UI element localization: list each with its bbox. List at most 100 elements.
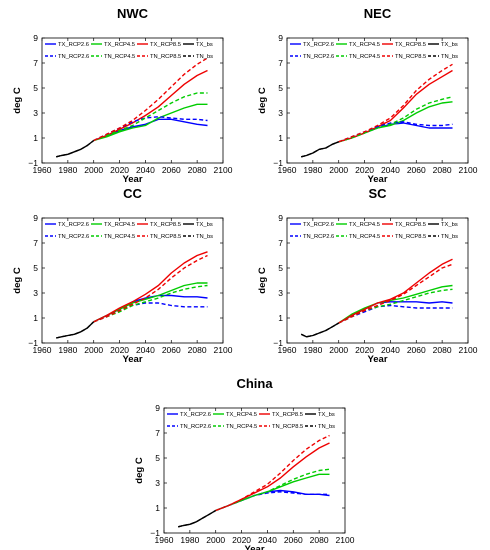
series-line-tn-rcp8-5 (93, 57, 208, 142)
x-axis-label: Year (244, 544, 264, 550)
legend-label: TN_RCP8.5 (395, 234, 426, 240)
chart-panel-nwc: NWC 1960 1980 2000 2020 2040 2060 2080 2100 −1 1 3 5… (12, 6, 233, 185)
chart-title: SC (368, 186, 387, 201)
x-tick-label: 2000 (84, 345, 103, 355)
series-line-tn-bs (300, 322, 340, 338)
legend-label: TX_RCP4.5 (104, 222, 135, 228)
legend-label: TN_bs (441, 54, 458, 60)
y-tick-label: −1 (28, 338, 38, 348)
series-line-tn-bs (178, 509, 217, 528)
plot-frame (41, 217, 224, 344)
chart-panel-sc: SC 1960 1980 2000 2020 2040 2060 2080 2100 −1 1 3 5 7… (257, 186, 478, 365)
x-axis-label: Year (367, 354, 387, 365)
legend-label: TN_RCP4.5 (349, 234, 380, 240)
legend-label: TX_RCP8.5 (150, 222, 181, 228)
y-tick-label: 9 (278, 33, 283, 43)
x-tick-label: 2060 (284, 535, 303, 545)
legend-label: TX_RCP8.5 (395, 42, 426, 48)
x-tick-label: 1980 (180, 535, 199, 545)
legend-label: TN_RCP2.6 (58, 234, 89, 240)
y-tick-label: 5 (33, 83, 38, 93)
x-tick-label: 1960 (33, 165, 52, 175)
series-line-tn-rcp8-5 (93, 254, 208, 323)
y-tick-label: 3 (33, 288, 38, 298)
x-tick-label: 2000 (206, 535, 225, 545)
x-tick-label: 1980 (303, 165, 322, 175)
series-line-tx-rcp4-5 (93, 103, 208, 142)
x-tick-label: 2060 (162, 345, 181, 355)
x-tick-label: 2100 (214, 165, 233, 175)
legend-label: TX_RCP4.5 (349, 222, 380, 228)
x-tick-label: 2100 (214, 345, 233, 355)
x-tick-label: 2080 (188, 165, 207, 175)
y-tick-label: 3 (155, 478, 160, 488)
legend-label: TN_RCP2.6 (180, 424, 211, 430)
x-axis-label: Year (367, 174, 387, 185)
y-tick-label: 1 (278, 313, 283, 323)
x-tick-label: 1960 (155, 535, 174, 545)
legend-label: TN_RCP8.5 (150, 54, 181, 60)
x-tick-label: 2100 (459, 165, 478, 175)
x-tick-label: 2000 (84, 165, 103, 175)
x-tick-label: 2080 (433, 345, 452, 355)
y-tick-label: 7 (278, 238, 283, 248)
x-tick-label: 2060 (407, 165, 426, 175)
legend-label: TX_RCP4.5 (226, 412, 257, 418)
legend-label: TN_RCP2.6 (303, 54, 334, 60)
series-line-tx-rcp4-5 (338, 284, 453, 324)
x-tick-label: 2080 (188, 345, 207, 355)
y-tick-label: 3 (278, 108, 283, 118)
series-line-tn-rcp8-5 (338, 63, 453, 143)
chart-title: CC (123, 186, 142, 201)
y-tick-label: 1 (155, 503, 160, 513)
legend-label: TX_RCP2.6 (180, 412, 211, 418)
y-tick-label: 1 (33, 133, 38, 143)
y-tick-label: 3 (33, 108, 38, 118)
plot-frame (163, 407, 346, 534)
chart-title: NWC (117, 6, 149, 21)
legend-label: TX_RCP2.6 (58, 42, 89, 48)
series-line-tn-rcp4-5 (93, 92, 208, 142)
y-tick-label: 3 (278, 288, 283, 298)
legend-label: TN_RCP4.5 (226, 424, 257, 430)
legend-label: TX_bs (441, 222, 458, 228)
chart-panel-cc: CC 1960 1980 2000 2020 2040 2060 2080 2100 −1 1 3 5 7… (12, 186, 233, 365)
x-tick-label: 2040 (136, 345, 155, 355)
legend-label: TN_RCP4.5 (104, 234, 135, 240)
y-tick-label: −1 (273, 158, 283, 168)
chart-panel-nec: NEC 1960 1980 2000 2020 2040 2060 2080 2100 −1 1 3 5… (257, 6, 478, 185)
series-line-tn-bs (301, 141, 339, 158)
x-tick-label: 2060 (407, 345, 426, 355)
chart-title: China (236, 376, 273, 391)
x-tick-label: 2020 (355, 165, 374, 175)
x-tick-label: 2020 (355, 345, 374, 355)
legend-label: TN_RCP2.6 (303, 234, 334, 240)
legend-label: TN_RCP4.5 (104, 54, 135, 60)
x-axis-label: Year (122, 354, 142, 365)
y-axis-label: deg C (257, 87, 268, 114)
x-tick-label: 2100 (336, 535, 355, 545)
legend-label: TX_RCP8.5 (150, 42, 181, 48)
x-tick-label: 2000 (329, 345, 348, 355)
y-axis-label: deg C (12, 267, 23, 294)
x-tick-label: 2020 (110, 165, 129, 175)
plot-frame (286, 37, 469, 164)
y-tick-label: −1 (273, 338, 283, 348)
series-line-tn-bs (56, 139, 95, 158)
legend-label: TN_RCP8.5 (272, 424, 303, 430)
legend-label: TN_RCP4.5 (349, 54, 380, 60)
y-axis-label: deg C (12, 87, 23, 114)
y-tick-label: 7 (278, 58, 283, 68)
series-line-tx-rcp8-5 (338, 258, 453, 324)
x-tick-label: 1980 (58, 165, 77, 175)
x-tick-label: 2020 (110, 345, 129, 355)
series-line-tn-rcp8-5 (215, 434, 330, 512)
x-tick-label: 1960 (33, 345, 52, 355)
y-tick-label: −1 (150, 528, 160, 538)
chart-panel-china: China 1960 1980 2000 2020 2040 2060 2080 2100 −1 1… (134, 376, 355, 550)
y-tick-label: −1 (28, 158, 38, 168)
x-tick-label: 2040 (381, 165, 400, 175)
legend-label: TX_RCP2.6 (303, 42, 334, 48)
legend-label: TX_RCP4.5 (104, 42, 135, 48)
